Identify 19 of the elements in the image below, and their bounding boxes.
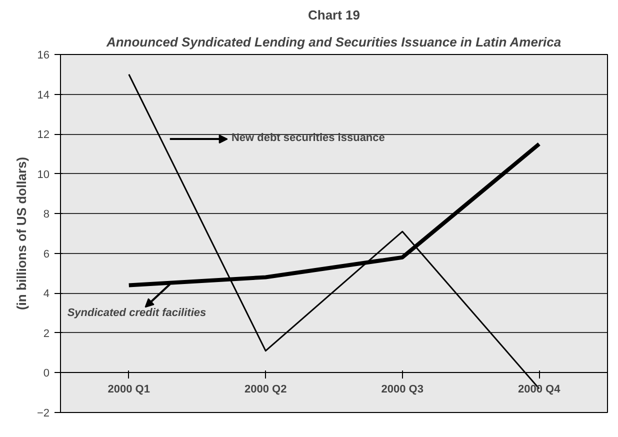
x-tick-label: 2000 Q2 <box>244 384 287 396</box>
y-tick-label: 8 <box>43 208 50 221</box>
y-tick-label: 16 <box>37 50 50 62</box>
chart-title: Chart 19 <box>308 8 360 22</box>
y-tick-label: 6 <box>43 248 50 260</box>
y-tick-label: 2 <box>43 328 50 340</box>
chart-subtitle: Announced Syndicated Lending and Securities Issuance in Latin America <box>105 34 562 50</box>
y-axis-title: (in billions of US dollars) <box>14 156 29 310</box>
y-tick-label: 14 <box>37 89 50 102</box>
y-tick-label: 12 <box>37 129 50 142</box>
x-tick-label: 2000 Q4 <box>518 384 562 396</box>
legend-label: New debt securities issuance <box>231 132 385 144</box>
y-tick-label: 10 <box>37 168 50 181</box>
x-tick-label: 2000 Q1 <box>108 384 150 396</box>
x-tick-label: 2000 Q3 <box>381 384 424 396</box>
text: Syndicated credit facilities <box>67 307 206 320</box>
y-tick-label: 4 <box>43 288 50 300</box>
y-tick-label: −2 <box>36 408 50 420</box>
y-tick-label: 0 <box>43 368 50 380</box>
